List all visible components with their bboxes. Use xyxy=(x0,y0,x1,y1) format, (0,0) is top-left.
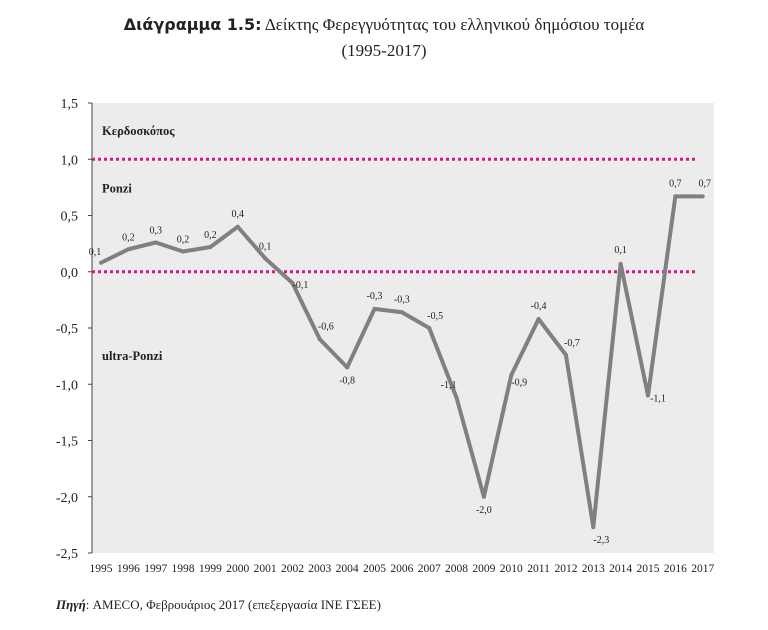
data-point xyxy=(536,317,541,321)
region-label: Κερδοσκόπος xyxy=(102,124,175,138)
x-tick-label: 2015 xyxy=(637,563,660,575)
data-point xyxy=(372,306,377,311)
data-label: -0,8 xyxy=(339,375,355,386)
x-tick-label: 2008 xyxy=(445,563,468,575)
x-tick-label: 2011 xyxy=(527,563,550,575)
data-point xyxy=(618,261,623,266)
data-label: -0,4 xyxy=(531,301,547,312)
data-point xyxy=(646,393,650,398)
y-tick-label: 1,5 xyxy=(61,97,79,112)
y-tick-label: -1,0 xyxy=(56,378,78,393)
data-point xyxy=(181,249,186,254)
chart-subtitle: (1995-2017) xyxy=(341,41,427,60)
data-point xyxy=(399,310,404,315)
region-label: Ponzi xyxy=(102,182,132,196)
y-tick-label: -0,5 xyxy=(56,322,78,337)
data-point xyxy=(153,240,158,245)
data-point xyxy=(235,224,240,229)
data-label: 0,1 xyxy=(614,245,627,256)
data-label: -0,3 xyxy=(394,294,410,305)
data-label: -2,3 xyxy=(593,535,609,546)
data-point xyxy=(700,194,705,199)
data-point xyxy=(290,281,295,285)
x-tick-label: 2012 xyxy=(554,563,577,575)
source-label: Πηγή xyxy=(56,597,86,612)
data-point xyxy=(126,247,131,252)
data-label: -1,1 xyxy=(650,394,666,405)
data-point xyxy=(263,256,268,261)
data-label: -2,0 xyxy=(476,505,492,516)
data-label: 0,1 xyxy=(259,241,272,252)
source-note: Πηγή: AMECO, Φεβρουάριος 2017 (επεξεργασ… xyxy=(56,597,381,613)
x-tick-label: 2013 xyxy=(582,563,605,575)
x-tick-label: 1995 xyxy=(90,563,113,575)
data-label: 0,3 xyxy=(149,226,162,237)
data-point xyxy=(99,260,103,265)
chart-title-text: Δείκτης Φερεγγυότητας του ελληνικού δημό… xyxy=(264,15,645,34)
data-label: -0,6 xyxy=(318,321,334,332)
data-label: 0,7 xyxy=(698,178,711,189)
x-tick-label: 2002 xyxy=(281,563,304,575)
chart-title-number: Διάγραμμα 1.5: xyxy=(123,15,262,34)
plot-background xyxy=(92,103,714,553)
data-label: -0,5 xyxy=(427,311,443,322)
y-tick-label: -2,5 xyxy=(56,547,78,562)
x-tick-label: 2007 xyxy=(418,563,441,575)
data-label: 0,2 xyxy=(177,235,190,246)
data-label: 0,1 xyxy=(89,247,102,258)
x-tick-label: 2014 xyxy=(609,563,632,575)
x-tick-label: 2004 xyxy=(336,563,359,575)
y-tick-label: 0,0 xyxy=(61,266,79,281)
data-point xyxy=(563,353,568,357)
region-label: ultra-Ponzi xyxy=(102,349,163,363)
x-tick-label: 1999 xyxy=(199,563,222,575)
data-point xyxy=(591,525,596,530)
x-tick-label: 2001 xyxy=(254,563,277,575)
y-tick-label: -1,5 xyxy=(56,435,78,450)
x-tick-label: 1998 xyxy=(172,563,195,575)
x-tick-label: 2003 xyxy=(308,563,331,575)
x-tick-label: 2017 xyxy=(691,563,714,575)
data-label: -0,3 xyxy=(367,291,383,302)
x-tick-label: 2010 xyxy=(500,563,523,575)
x-tick-label: 2009 xyxy=(472,563,495,575)
x-tick-label: 2016 xyxy=(664,563,687,575)
data-label: 0,2 xyxy=(204,230,217,241)
data-label: -0,7 xyxy=(564,338,580,349)
data-point xyxy=(427,326,432,330)
data-point xyxy=(454,395,459,400)
data-label: 0,7 xyxy=(669,178,682,189)
data-label: -0,9 xyxy=(511,377,527,388)
data-point xyxy=(317,337,322,342)
data-label: 0,4 xyxy=(232,209,245,220)
chart-title: Διάγραμμα 1.5: Δείκτης Φερεγγυότητας του… xyxy=(0,12,768,64)
source-text: : AMECO, Φεβρουάριος 2017 (επεξεργασία Ι… xyxy=(85,597,381,612)
data-point xyxy=(673,194,678,199)
data-label: -1,1 xyxy=(441,380,457,391)
x-tick-label: 2000 xyxy=(226,563,249,575)
x-tick-label: 1996 xyxy=(117,563,140,575)
data-label: -0,1 xyxy=(293,280,309,291)
data-point xyxy=(345,365,350,370)
x-tick-label: 2005 xyxy=(363,563,386,575)
y-tick-label: -2,0 xyxy=(56,491,78,506)
data-point xyxy=(208,245,213,249)
data-point xyxy=(481,494,486,499)
x-tick-label: 2006 xyxy=(390,563,413,575)
x-tick-label: 1997 xyxy=(144,563,167,575)
data-point xyxy=(509,373,514,378)
data-label: 0,2 xyxy=(122,232,135,243)
y-tick-label: 0,5 xyxy=(61,210,79,225)
y-tick-label: 1,0 xyxy=(61,153,79,168)
